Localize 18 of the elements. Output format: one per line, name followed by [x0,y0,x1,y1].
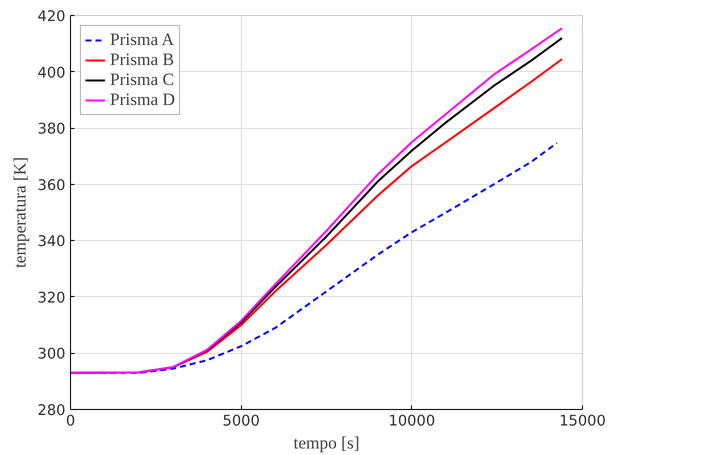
y-tick-label: 320 [38,289,66,306]
legend-label: Prisma A [110,30,174,50]
y-tick-label: 280 [38,402,66,419]
x-tick-label: 10000 [388,412,436,430]
y-tick-label: 400 [38,64,66,82]
y-axis-title: temperatura [K] [10,156,30,268]
legend-label: Prisma C [110,70,174,90]
x-axis-title: tempo [s] [294,434,360,452]
y-tick-label: 360 [38,176,66,194]
y-tick-label: 420 [38,8,66,25]
legend-label: Prisma D [110,90,175,110]
y-tick-label: 380 [38,120,66,138]
x-tick-label: 5000 [222,412,260,430]
y-tick-label: 340 [38,233,66,250]
legend-label: Prisma B [110,50,174,70]
y-tick-label: 300 [38,346,66,363]
x-tick-label: 15000 [559,412,606,430]
x-tick-label: 0 [66,412,76,430]
